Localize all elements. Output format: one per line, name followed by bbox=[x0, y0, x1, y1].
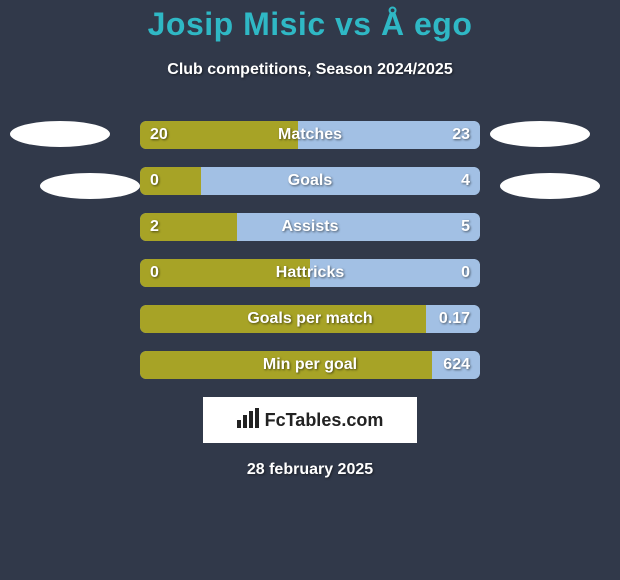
bar-value-left: 2 bbox=[150, 218, 159, 236]
bar-row: 0 Goals 4 bbox=[140, 167, 480, 195]
player-ellipse bbox=[490, 121, 590, 147]
bar-label: Hattricks bbox=[276, 264, 344, 282]
bar-value-left: 0 bbox=[150, 264, 159, 282]
bar-row: Goals per match 0.17 bbox=[140, 305, 480, 333]
bar-value-right: 624 bbox=[443, 356, 470, 374]
logo-box: FcTables.com bbox=[203, 397, 417, 443]
title-text: Josip Misic vs Å ego bbox=[148, 6, 473, 42]
player-ellipse bbox=[40, 173, 140, 199]
bar-label: Matches bbox=[278, 126, 342, 144]
player-ellipse bbox=[10, 121, 110, 147]
page-title: Josip Misic vs Å ego bbox=[0, 0, 620, 43]
chart-bars-icon bbox=[237, 408, 259, 433]
comparison-bars: 20 Matches 23 0 Goals 4 2 Assists 5 0 Hattricks 0 Go… bbox=[140, 121, 480, 379]
bar-row: Min per goal 624 bbox=[140, 351, 480, 379]
subtitle-text: Club competitions, Season 2024/2025 bbox=[167, 61, 452, 78]
bar-right-fill bbox=[237, 213, 480, 241]
bar-value-right: 23 bbox=[452, 126, 470, 144]
bar-label: Assists bbox=[282, 218, 339, 236]
bar-value-right: 0 bbox=[461, 264, 470, 282]
bar-row: 20 Matches 23 bbox=[140, 121, 480, 149]
bar-value-left: 20 bbox=[150, 126, 168, 144]
logo: FcTables.com bbox=[237, 408, 384, 433]
bar-value-right: 0.17 bbox=[439, 310, 470, 328]
bar-row: 0 Hattricks 0 bbox=[140, 259, 480, 287]
bar-value-left: 0 bbox=[150, 172, 159, 190]
bar-value-right: 4 bbox=[461, 172, 470, 190]
date-text: 28 february 2025 bbox=[247, 461, 373, 478]
bar-label: Goals per match bbox=[247, 310, 372, 328]
bar-value-right: 5 bbox=[461, 218, 470, 236]
subtitle: Club competitions, Season 2024/2025 bbox=[0, 61, 620, 79]
bar-row: 2 Assists 5 bbox=[140, 213, 480, 241]
date: 28 february 2025 bbox=[0, 461, 620, 479]
player-ellipse bbox=[500, 173, 600, 199]
bar-label: Goals bbox=[288, 172, 332, 190]
bar-label: Min per goal bbox=[263, 356, 357, 374]
bar-right-fill bbox=[201, 167, 480, 195]
chart-area: 20 Matches 23 0 Goals 4 2 Assists 5 0 Hattricks 0 Go… bbox=[0, 121, 620, 379]
logo-text: FcTables.com bbox=[265, 410, 384, 431]
